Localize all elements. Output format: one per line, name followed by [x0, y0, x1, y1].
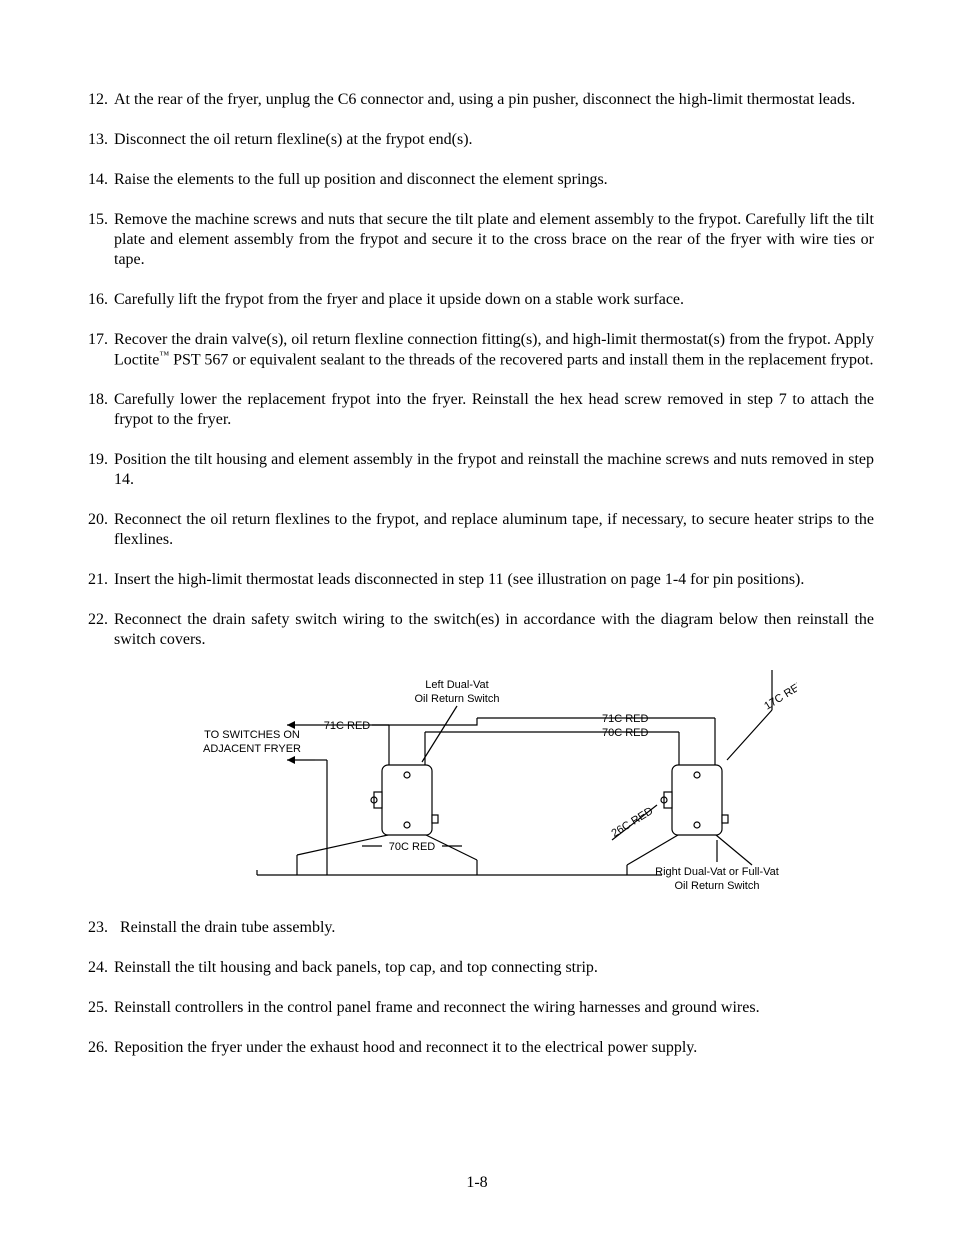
- wiring-diagram: Left Dual-Vat Oil Return Switch TO SWITCHE…: [80, 670, 874, 900]
- wiring-diagram-svg: Left Dual-Vat Oil Return Switch TO SWITCHE…: [157, 670, 797, 900]
- step-body: Insert the high-limit thermostat leads d…: [114, 570, 874, 590]
- step-17: 17. Recover the drain valve(s), oil retu…: [80, 330, 874, 370]
- step-body: Reinstall controllers in the control pan…: [114, 998, 874, 1018]
- step-26: 26. Reposition the fryer under the exhau…: [80, 1038, 874, 1058]
- step-body: Reposition the fryer under the exhaust h…: [114, 1038, 874, 1058]
- svg-text:Right Dual-Vat or Full-Vat: Right Dual-Vat or Full-Vat: [655, 866, 779, 878]
- instruction-list-a: 12. At the rear of the fryer, unplug the…: [80, 90, 874, 650]
- svg-text:71C RED: 71C RED: [602, 713, 649, 725]
- svg-text:Oil Return Switch: Oil Return Switch: [415, 693, 500, 705]
- step-24: 24. Reinstall the tilt housing and back …: [80, 958, 874, 978]
- svg-text:Oil Return Switch: Oil Return Switch: [675, 880, 760, 892]
- step-number: 25.: [80, 998, 114, 1018]
- step-12: 12. At the rear of the fryer, unplug the…: [80, 90, 874, 110]
- step-body: At the rear of the fryer, unplug the C6 …: [114, 90, 874, 110]
- svg-text:ADJACENT FRYER: ADJACENT FRYER: [203, 743, 301, 755]
- svg-text:Left Dual-Vat: Left Dual-Vat: [425, 679, 488, 691]
- step-number: 13.: [80, 130, 114, 150]
- trademark-symbol: ™: [159, 350, 169, 361]
- step-body: Carefully lower the replacement frypot i…: [114, 390, 874, 430]
- step-22: 22. Reconnect the drain safety switch wi…: [80, 610, 874, 650]
- svg-text:70C RED: 70C RED: [389, 841, 436, 853]
- step-body: Reconnect the drain safety switch wiring…: [114, 610, 874, 650]
- step-18: 18. Carefully lower the replacement fryp…: [80, 390, 874, 430]
- step-16: 16. Carefully lift the frypot from the f…: [80, 290, 874, 310]
- instruction-list-b: 23. Reinstall the drain tube assembly. 2…: [80, 918, 874, 1058]
- step-number: 15.: [80, 210, 114, 270]
- svg-text:TO SWITCHES ON: TO SWITCHES ON: [204, 729, 300, 741]
- step-body: Reinstall the drain tube assembly.: [114, 918, 874, 938]
- step-21: 21. Insert the high-limit thermostat lea…: [80, 570, 874, 590]
- svg-text:26C RED: 26C RED: [610, 805, 656, 840]
- step-body: Carefully lift the frypot from the fryer…: [114, 290, 874, 310]
- step-number: 21.: [80, 570, 114, 590]
- step-body: Reinstall the tilt housing and back pane…: [114, 958, 874, 978]
- step-number: 23.: [80, 918, 114, 938]
- step-number: 22.: [80, 610, 114, 650]
- step-23: 23. Reinstall the drain tube assembly.: [80, 918, 874, 938]
- page-number: 1-8: [0, 1173, 954, 1193]
- step-number: 14.: [80, 170, 114, 190]
- step-number: 16.: [80, 290, 114, 310]
- step-13: 13. Disconnect the oil return flexline(s…: [80, 130, 874, 150]
- step-body: Raise the elements to the full up positi…: [114, 170, 874, 190]
- step-body: Disconnect the oil return flexline(s) at…: [114, 130, 874, 150]
- step-14: 14. Raise the elements to the full up po…: [80, 170, 874, 190]
- step-number: 20.: [80, 510, 114, 550]
- step-number: 26.: [80, 1038, 114, 1058]
- step-20: 20. Reconnect the oil return flexlines t…: [80, 510, 874, 550]
- step-number: 17.: [80, 330, 114, 370]
- step-body: Position the tilt housing and element as…: [114, 450, 874, 490]
- step-body: Remove the machine screws and nuts that …: [114, 210, 874, 270]
- step-19: 19. Position the tilt housing and elemen…: [80, 450, 874, 490]
- step-17-post: PST 567 or equivalent sealant to the thr…: [169, 351, 873, 368]
- svg-text:70C RED: 70C RED: [602, 727, 649, 739]
- step-number: 19.: [80, 450, 114, 490]
- step-15: 15. Remove the machine screws and nuts t…: [80, 210, 874, 270]
- step-number: 24.: [80, 958, 114, 978]
- step-number: 18.: [80, 390, 114, 430]
- step-body: Recover the drain valve(s), oil return f…: [114, 330, 874, 370]
- step-number: 12.: [80, 90, 114, 110]
- step-25: 25. Reinstall controllers in the control…: [80, 998, 874, 1018]
- step-body: Reconnect the oil return flexlines to th…: [114, 510, 874, 550]
- svg-text:17C RED: 17C RED: [762, 678, 797, 713]
- svg-text:71C RED: 71C RED: [324, 720, 371, 732]
